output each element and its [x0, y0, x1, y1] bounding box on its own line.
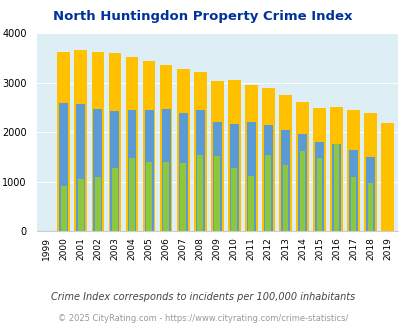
- Bar: [210, 81, 223, 231]
- Bar: [91, 52, 104, 231]
- Bar: [59, 103, 68, 231]
- Bar: [231, 168, 237, 231]
- Text: Crime Index corresponds to incidents per 100,000 inhabitants: Crime Index corresponds to incidents per…: [51, 292, 354, 302]
- Bar: [346, 110, 359, 231]
- Bar: [176, 69, 189, 231]
- Bar: [265, 155, 271, 231]
- Bar: [159, 65, 172, 231]
- Bar: [161, 109, 170, 231]
- Bar: [212, 122, 221, 231]
- Bar: [142, 61, 155, 231]
- Text: North Huntingdon Property Crime Index: North Huntingdon Property Crime Index: [53, 10, 352, 23]
- Bar: [193, 72, 206, 231]
- Bar: [61, 186, 66, 231]
- Bar: [312, 108, 325, 231]
- Bar: [299, 151, 305, 231]
- Bar: [367, 183, 373, 231]
- Bar: [278, 95, 291, 231]
- Bar: [163, 162, 168, 231]
- Bar: [144, 110, 153, 231]
- Bar: [180, 163, 185, 231]
- Bar: [229, 124, 238, 231]
- Bar: [95, 177, 100, 231]
- Bar: [297, 135, 306, 231]
- Bar: [57, 52, 70, 231]
- Bar: [314, 142, 323, 231]
- Bar: [76, 104, 85, 231]
- Bar: [78, 179, 83, 231]
- Bar: [280, 130, 289, 231]
- Bar: [363, 113, 376, 231]
- Bar: [197, 155, 202, 231]
- Bar: [365, 157, 374, 231]
- Bar: [127, 110, 136, 231]
- Bar: [263, 125, 272, 231]
- Bar: [214, 156, 220, 231]
- Bar: [195, 110, 204, 231]
- Bar: [282, 165, 288, 231]
- Bar: [333, 145, 339, 231]
- Bar: [227, 80, 240, 231]
- Bar: [316, 158, 322, 231]
- Bar: [329, 107, 342, 231]
- Bar: [74, 50, 87, 231]
- Bar: [108, 53, 121, 231]
- Bar: [112, 168, 117, 231]
- Bar: [248, 176, 254, 231]
- Bar: [295, 102, 308, 231]
- Bar: [178, 113, 187, 231]
- Bar: [110, 111, 119, 231]
- Bar: [93, 109, 102, 231]
- Bar: [348, 150, 357, 231]
- Text: © 2025 CityRating.com - https://www.cityrating.com/crime-statistics/: © 2025 CityRating.com - https://www.city…: [58, 314, 347, 323]
- Bar: [246, 122, 255, 231]
- Bar: [146, 162, 151, 231]
- Bar: [129, 158, 134, 231]
- Bar: [125, 57, 138, 231]
- Bar: [244, 85, 257, 231]
- Bar: [331, 144, 340, 231]
- Bar: [261, 88, 274, 231]
- Bar: [350, 177, 356, 231]
- Bar: [380, 123, 393, 231]
